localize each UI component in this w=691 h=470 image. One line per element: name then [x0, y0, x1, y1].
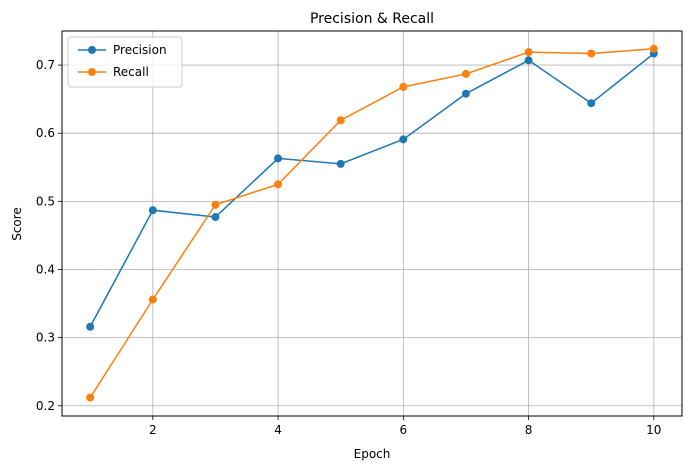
- legend: Precision Recall: [67, 36, 183, 88]
- data-point-recall: [86, 393, 95, 402]
- series-line-precision: [89, 52, 655, 328]
- data-point-recall: [587, 49, 596, 58]
- y-tick-label: 0.2: [36, 399, 55, 413]
- y-axis-label: Score: [10, 207, 24, 241]
- x-tick-label: 4: [274, 423, 282, 437]
- data-point-precision: [399, 135, 408, 144]
- y-tick-label: 0.7: [36, 58, 55, 72]
- x-axis-ticks: 2 4 6 8 10: [149, 416, 661, 437]
- data-point-recall: [211, 200, 220, 209]
- chart-title: Precision & Recall: [310, 11, 434, 27]
- y-axis-ticks: 0.2 0.3 0.4 0.5 0.6 0.7: [36, 58, 62, 413]
- x-tick-label: 8: [525, 423, 533, 437]
- data-point-recall: [274, 180, 283, 189]
- y-tick-label: 0.4: [36, 262, 55, 276]
- data-point-recall: [399, 82, 408, 91]
- data-point-recall: [524, 48, 533, 57]
- data-point-precision: [148, 206, 157, 215]
- data-point-precision: [524, 56, 533, 65]
- legend-label-recall: Recall: [113, 65, 149, 79]
- data-point-recall: [649, 44, 658, 53]
- data-point-precision: [336, 159, 345, 168]
- x-axis-label: Epoch: [354, 447, 391, 461]
- data-point-precision: [587, 99, 596, 108]
- y-tick-label: 0.5: [36, 194, 55, 208]
- legend-marker-precision: [88, 46, 96, 54]
- grid: [62, 31, 682, 416]
- data-point-recall: [461, 69, 470, 78]
- data-point-recall: [336, 116, 345, 125]
- data-point-precision: [274, 154, 283, 163]
- x-tick-label: 2: [149, 423, 157, 437]
- y-tick-label: 0.3: [36, 331, 55, 345]
- data-point-precision: [461, 89, 470, 98]
- series-line-recall: [89, 47, 654, 399]
- data-point-precision: [86, 322, 95, 331]
- legend-label-precision: Precision: [113, 43, 167, 57]
- x-tick-label: 10: [646, 423, 661, 437]
- data-point-precision: [211, 213, 220, 222]
- series-layer: [86, 44, 658, 402]
- x-tick-label: 6: [399, 423, 407, 437]
- plot-frame: [61, 30, 683, 417]
- legend-marker-recall: [88, 68, 96, 76]
- y-tick-label: 0.6: [36, 126, 55, 140]
- data-point-recall: [148, 295, 157, 304]
